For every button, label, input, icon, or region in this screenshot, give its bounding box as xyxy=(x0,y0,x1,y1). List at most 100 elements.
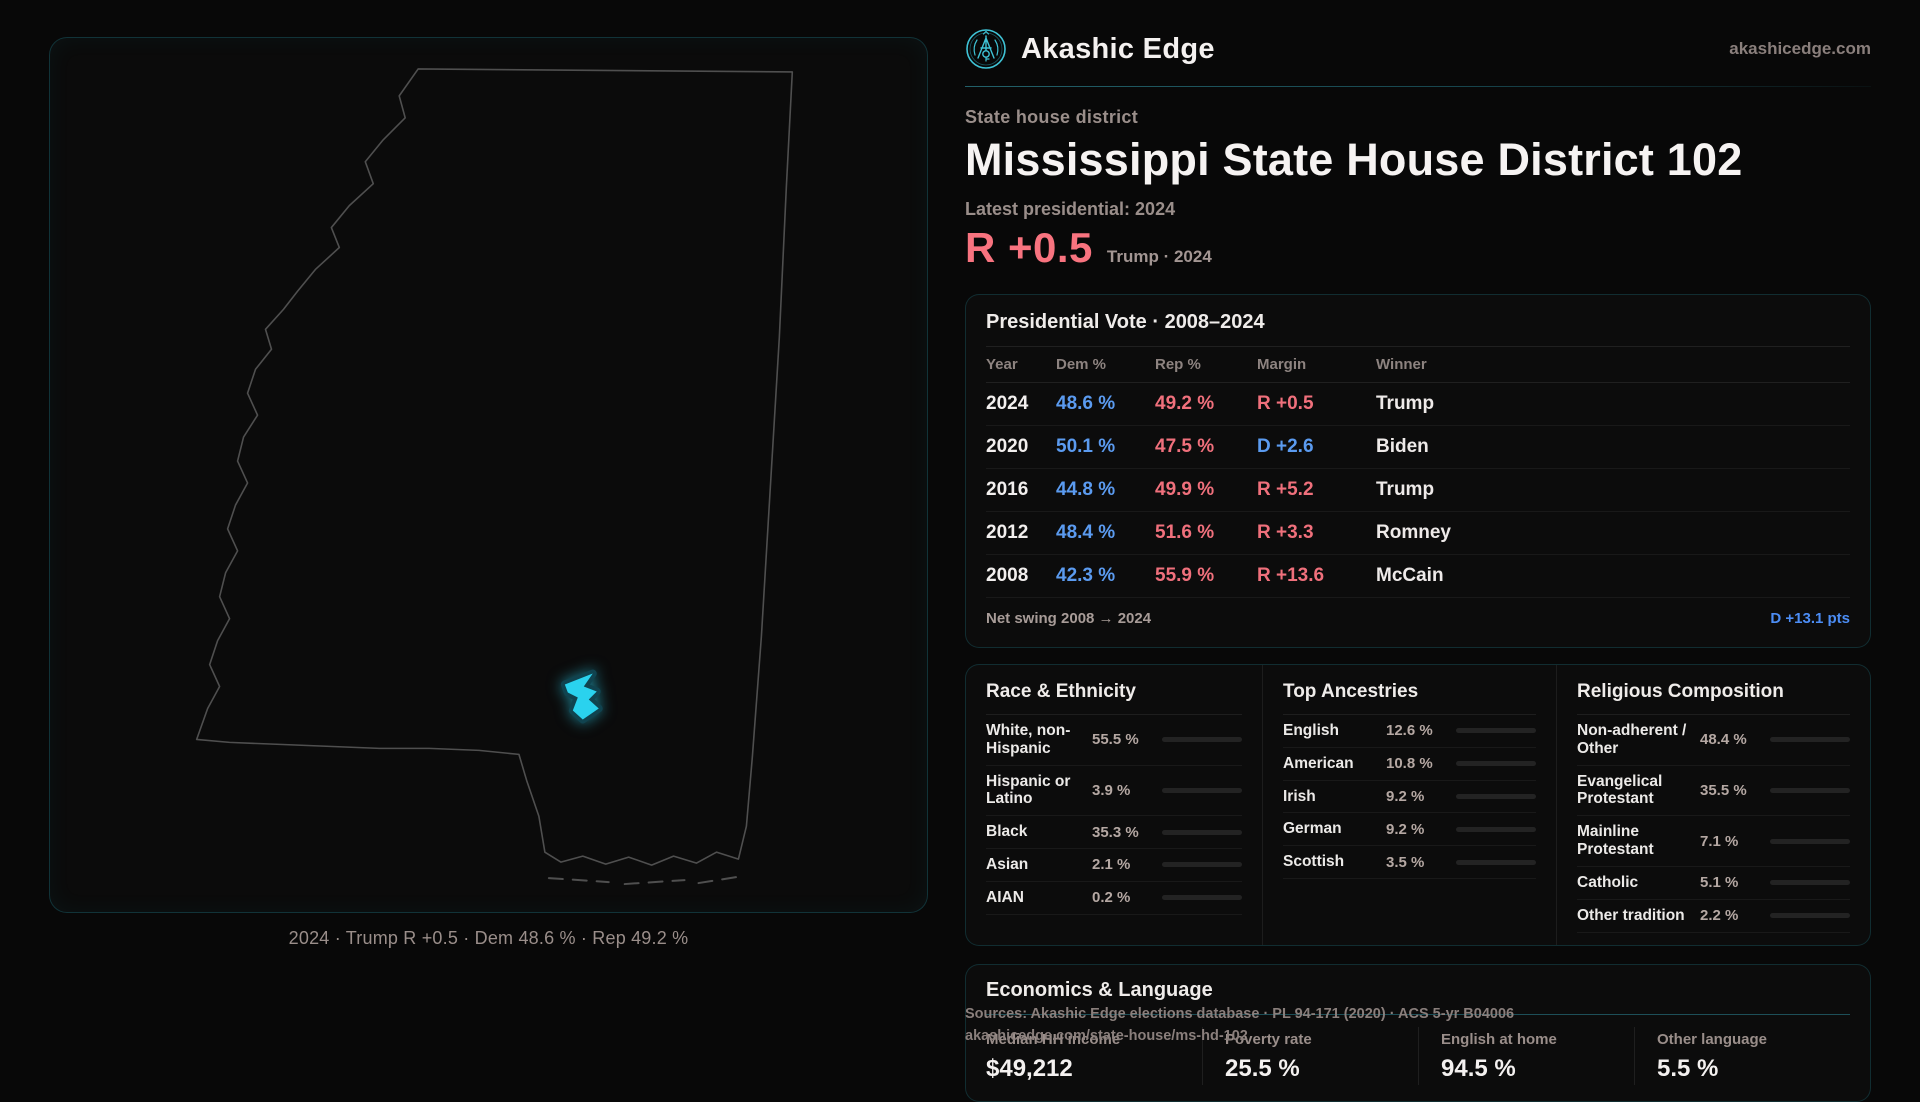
stat-row: White, non-Hispanic 55.5 % xyxy=(986,715,1242,766)
detail-panel: Akashic Edge akashicedge.com State house… xyxy=(965,28,1871,1102)
district-highlight[interactable] xyxy=(560,669,603,724)
dem-cell: 42.3 % xyxy=(1056,565,1116,586)
stat-label: AIAN xyxy=(986,888,1024,906)
mississippi-map xyxy=(195,68,794,886)
econ-stat: Other language 5.5 % xyxy=(1634,1027,1850,1085)
stat-value: 9.2 % xyxy=(1386,820,1425,838)
net-swing-label: Net swing 2008 → 2024 xyxy=(986,610,1152,627)
stat-value: 9.2 % xyxy=(1386,788,1425,806)
rep-cell: 49.2 % xyxy=(1155,393,1215,414)
stat-label: Irish xyxy=(1283,787,1316,805)
margin-cell: R +5.2 xyxy=(1257,479,1314,500)
stat-bar xyxy=(1770,913,1850,919)
winner-cell: Trump xyxy=(1376,393,1435,414)
table-header: Year Dem % Rep % Margin Winner xyxy=(986,347,1850,383)
page-title: Mississippi State House District 102 xyxy=(965,134,1743,185)
site-header: Akashic Edge akashicedge.com xyxy=(965,28,1871,86)
stat-label: Black xyxy=(986,823,1028,841)
stat-value: 3.5 % xyxy=(1386,853,1425,871)
winner-cell: Romney xyxy=(1376,522,1451,543)
margin-cell: D +2.6 xyxy=(1257,436,1314,457)
map-caption: 2024 · Trump R +0.5 · Dem 48.6 % · Rep 4… xyxy=(288,928,689,948)
econ-stat-label: Median HH income xyxy=(986,1031,1121,1048)
stat-value: 2.2 % xyxy=(1700,907,1739,925)
stat-value: 7.1 % xyxy=(1700,832,1739,850)
stat-label: Non-adherent / Other xyxy=(1577,722,1687,757)
year-cell: 2012 xyxy=(986,522,1029,543)
margin-hero-row: R +0.5 Trump · 2024 xyxy=(965,224,1871,272)
econ-stat-label: English at home xyxy=(1441,1031,1557,1048)
margin-cell: R +0.5 xyxy=(1257,393,1314,414)
stat-bar xyxy=(1456,794,1536,800)
stat-label: Catholic xyxy=(1577,873,1639,891)
stat-label: English xyxy=(1283,722,1339,739)
stat-bar xyxy=(1770,880,1850,886)
year-cell: 2016 xyxy=(986,479,1029,500)
stat-value: 0.2 % xyxy=(1092,889,1131,907)
col-rep: Rep % xyxy=(1155,356,1201,373)
stat-row: German 9.2 % xyxy=(1283,813,1536,847)
stat-label: White, non-Hispanic xyxy=(986,722,1071,757)
stat-row: Other tradition 2.2 % xyxy=(1577,900,1850,933)
stat-label: Evangelical Protestant xyxy=(1577,772,1663,808)
stat-bar xyxy=(1770,787,1850,793)
coastal-islands xyxy=(547,876,738,886)
stat-value: 48.4 % xyxy=(1700,731,1747,749)
col-winner: Winner xyxy=(1376,356,1427,373)
rep-cell: 47.5 % xyxy=(1155,436,1215,457)
econ-stat: Median HH income $49,212 xyxy=(986,1027,1202,1085)
stat-row: Catholic 5.1 % xyxy=(1577,867,1850,900)
econ-stat-label: Other language xyxy=(1657,1031,1768,1048)
stat-row: American 10.8 % xyxy=(1283,748,1536,781)
brand-logo-icon xyxy=(966,29,1006,69)
winner-cell: McCain xyxy=(1376,565,1444,586)
dem-cell: 50.1 % xyxy=(1056,436,1116,457)
col-year: Year xyxy=(986,356,1018,373)
net-swing-value: D +13.1 pts xyxy=(1770,610,1850,627)
brand-name: Akashic Edge xyxy=(1021,32,1215,65)
stat-row: Asian 2.1 % xyxy=(986,849,1242,882)
stat-bar xyxy=(1162,895,1242,901)
economics-stats-row: Median HH income $49,212 Poverty rate 25… xyxy=(986,1027,1850,1085)
net-swing-row: Net swing 2008 → 2024 D +13.1 pts xyxy=(986,598,1850,635)
stat-row: Mainline Protestant 7.1 % xyxy=(1577,816,1850,867)
econ-stat-value: $49,212 xyxy=(986,1055,1073,1082)
panel-title: Race & Ethnicity xyxy=(986,681,1242,715)
margin-cell: R +13.6 xyxy=(1257,565,1325,586)
header-divider xyxy=(965,86,1871,87)
presidential-vote-title: Presidential Vote · 2008–2024 xyxy=(986,311,1850,347)
stat-label: Asian xyxy=(986,856,1029,874)
margin-cell: R +3.3 xyxy=(1257,522,1314,543)
economics-card: Economics & Language Median HH income $4… xyxy=(965,964,1871,1102)
stat-bar xyxy=(1162,737,1242,743)
econ-stat-value: 94.5 % xyxy=(1441,1055,1516,1082)
map-card xyxy=(49,37,928,913)
rep-cell: 49.9 % xyxy=(1155,479,1215,500)
year-cell: 2020 xyxy=(986,436,1029,457)
stat-value: 55.5 % xyxy=(1092,731,1139,749)
presidential-vote-card: Presidential Vote · 2008–2024 Year Dem %… xyxy=(965,294,1871,648)
table-row: 2008 42.3 % 55.9 % R +13.6 McCain xyxy=(986,555,1850,598)
stat-bar xyxy=(1456,859,1536,865)
stat-row: Irish 9.2 % xyxy=(1283,781,1536,814)
stat-bar xyxy=(1162,862,1242,868)
rep-cell: 55.9 % xyxy=(1155,565,1215,586)
economics-title: Economics & Language xyxy=(986,979,1850,1015)
stat-value: 3.9 % xyxy=(1092,781,1131,799)
stat-bar xyxy=(1162,829,1242,835)
col-dem: Dem % xyxy=(1056,356,1107,373)
stat-bar xyxy=(1456,761,1536,767)
stat-value: 10.8 % xyxy=(1386,755,1433,773)
table-row: 2012 48.4 % 51.6 % R +3.3 Romney xyxy=(986,512,1850,555)
state-outline xyxy=(195,68,794,866)
stat-bar xyxy=(1162,787,1242,793)
econ-stat-value: 5.5 % xyxy=(1657,1055,1719,1082)
latest-presidential-label: Latest presidential: 2024 xyxy=(965,199,1176,219)
permalink-line[interactable]: akashicedge.com/state-house/ms-hd-102 xyxy=(965,1028,1248,1044)
stat-label: Scottish xyxy=(1283,853,1345,871)
econ-stat: English at home 94.5 % xyxy=(1418,1027,1634,1085)
margin-hero-value: R +0.5 xyxy=(965,224,1093,271)
panel-title: Top Ancestries xyxy=(1283,681,1536,715)
site-domain-link[interactable]: akashicedge.com xyxy=(1729,39,1871,58)
dem-cell: 44.8 % xyxy=(1056,479,1116,500)
